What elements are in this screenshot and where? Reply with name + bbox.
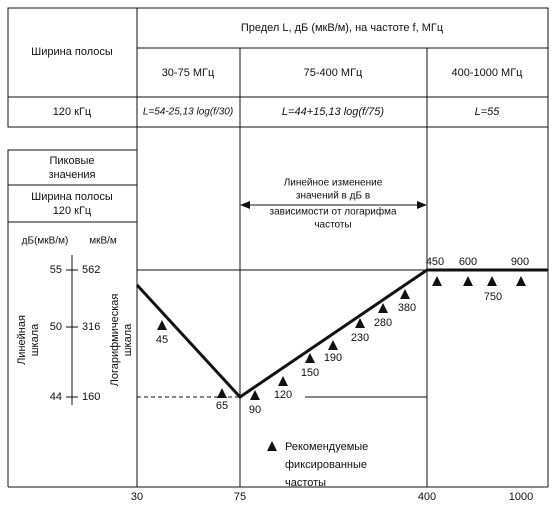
peak-label: Пиковые <box>50 155 95 167</box>
marker <box>355 318 365 328</box>
formula: L=55 <box>475 106 501 118</box>
marker <box>463 276 473 286</box>
marker-label: 190 <box>324 352 342 364</box>
marker <box>305 353 315 363</box>
marker-label: 600 <box>459 256 477 268</box>
db-tick: 50 <box>50 321 62 333</box>
band-label: Ширина полосы <box>31 46 113 58</box>
marker-label: 280 <box>374 317 392 329</box>
marker <box>250 390 260 400</box>
marker <box>378 303 388 313</box>
x-label: 1000 <box>509 491 533 503</box>
marker-label: 230 <box>351 332 369 344</box>
band-label: Ширина полосы <box>31 191 113 203</box>
formula: L=54-25,13 log(f/30) <box>143 107 233 118</box>
linear-label: шкала <box>29 323 41 356</box>
x-label: 75 <box>234 491 246 503</box>
marker <box>400 289 410 299</box>
marker <box>516 276 526 286</box>
marker-label: 90 <box>249 404 261 416</box>
range: 400-1000 МГц <box>452 67 524 79</box>
range: 75-400 МГц <box>304 67 363 79</box>
marker-label: 150 <box>301 367 319 379</box>
marker <box>217 388 227 398</box>
band-value: 120 кГц <box>53 106 92 118</box>
uv-tick: 316 <box>82 321 100 333</box>
band-label: 120 кГц <box>53 205 92 217</box>
marker <box>157 320 167 330</box>
markers: 45 65 90 120 150 190 230 280 380 450 600 750 900 <box>156 256 529 416</box>
marker-label: 450 <box>426 256 444 268</box>
table-frame <box>7 7 549 488</box>
linear-label: Линейная <box>16 315 28 365</box>
unit-db: дБ(мкВ/м) <box>22 236 69 247</box>
marker <box>328 340 338 350</box>
annotation: значений в дБ в <box>296 191 370 202</box>
db-tick: 44 <box>50 391 62 403</box>
legend: фиксированные <box>285 459 367 471</box>
x-label: 400 <box>418 491 436 503</box>
log-label: Логарифмическая <box>109 294 121 387</box>
marker-label: 45 <box>156 334 168 346</box>
range: 30-75 МГц <box>162 67 215 79</box>
marker <box>487 276 497 286</box>
db-tick: 55 <box>50 264 62 276</box>
log-label: шкала <box>122 323 134 356</box>
unit-uv: мкВ/м <box>89 236 117 247</box>
annotation: зависимости от логарифма <box>269 206 396 218</box>
scale <box>66 255 78 405</box>
formula: L=44+15,13 log(f/75) <box>282 106 384 118</box>
marker-label: 65 <box>216 400 228 412</box>
legend-marker <box>267 441 277 451</box>
uv-tick: 160 <box>82 391 100 403</box>
marker <box>432 276 442 286</box>
marker <box>278 376 288 386</box>
marker-label: 120 <box>274 389 292 401</box>
annotation: Линейное изменение <box>284 178 383 189</box>
uv-tick: 562 <box>82 264 100 276</box>
limit-title: Предел L, дБ (мкВ/м), на частоте f, МГц <box>241 22 444 34</box>
peak-label: значения <box>48 169 95 181</box>
annotation: частоты <box>314 220 351 231</box>
legend: Рекомендуемые <box>285 441 368 453</box>
x-label: 30 <box>131 491 143 503</box>
marker-label: 900 <box>511 256 529 268</box>
marker-label: 750 <box>484 291 502 303</box>
marker-label: 380 <box>398 302 416 314</box>
legend: частоты <box>285 477 326 489</box>
